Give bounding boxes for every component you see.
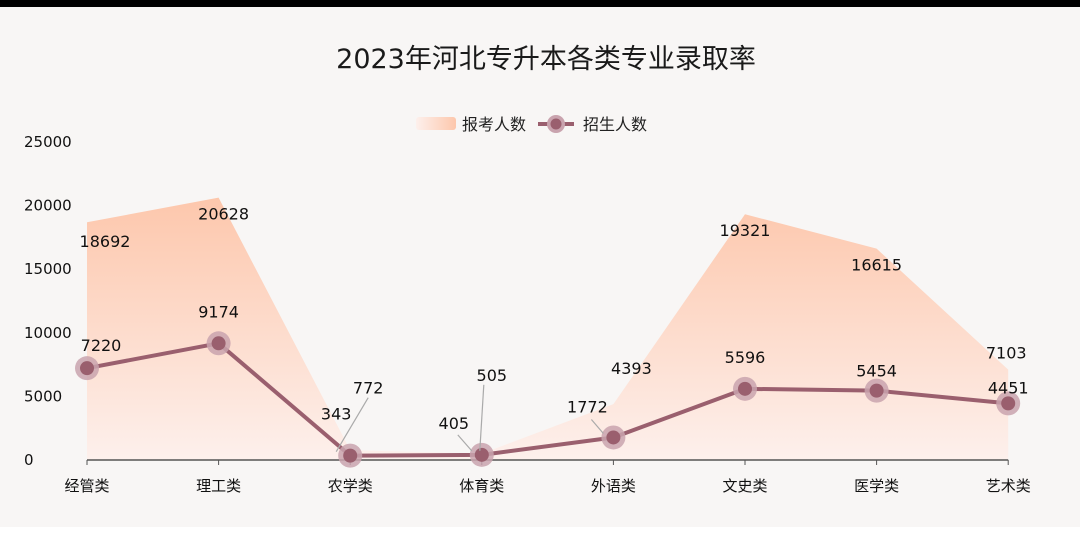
data-label-reported: 772 bbox=[353, 379, 384, 398]
area-series bbox=[87, 197, 1009, 460]
x-tick-label: 体育类 bbox=[459, 477, 504, 495]
x-axis: 经管类 理工类 农学类 体育类 外语类 文史类 医学类 艺术类 bbox=[64, 459, 1031, 495]
data-label-enrolled: 343 bbox=[321, 405, 352, 424]
y-tick-label: 10000 bbox=[24, 324, 72, 342]
area-reported-applicants bbox=[87, 197, 1009, 460]
line-point[interactable] bbox=[474, 447, 489, 462]
chart-title: 2023年河北专升本各类专业录取率 bbox=[336, 44, 756, 75]
data-label-reported: 4393 bbox=[611, 359, 652, 378]
y-tick-label: 0 bbox=[24, 451, 34, 469]
x-tick-label: 理工类 bbox=[196, 477, 241, 495]
legend[interactable]: 报考人数 招生人数 bbox=[416, 115, 647, 134]
data-labels: 18692 20628 772 505 4393 19321 16615 7103 7220 91… bbox=[80, 205, 1029, 452]
data-label-reported: 18692 bbox=[80, 232, 131, 251]
data-label-enrolled: 5454 bbox=[856, 362, 897, 381]
x-tick-label: 文史类 bbox=[722, 477, 767, 495]
line-point[interactable] bbox=[738, 381, 752, 396]
y-axis: 0 5000 10000 15000 20000 25000 bbox=[24, 133, 72, 469]
line-point[interactable] bbox=[343, 448, 358, 463]
line-point[interactable] bbox=[606, 430, 621, 445]
data-label-reported: 16615 bbox=[851, 256, 902, 275]
label-leader-line bbox=[335, 397, 369, 452]
data-label-enrolled: 7220 bbox=[81, 336, 122, 355]
line-point[interactable] bbox=[80, 361, 94, 376]
y-tick-label: 15000 bbox=[24, 260, 72, 278]
y-tick-label: 25000 bbox=[24, 133, 72, 151]
data-label-enrolled: 5596 bbox=[725, 348, 766, 367]
line-enrolled bbox=[86, 341, 1009, 458]
y-tick-label: 5000 bbox=[24, 387, 62, 405]
x-tick-label: 农学类 bbox=[328, 477, 373, 495]
x-tick-label: 经管类 bbox=[64, 477, 109, 495]
y-tick-label: 20000 bbox=[24, 197, 72, 215]
legend-label-enrolled: 招生人数 bbox=[583, 115, 647, 134]
data-label-reported: 505 bbox=[477, 366, 508, 385]
data-label-enrolled: 9174 bbox=[198, 302, 239, 321]
label-leader-line bbox=[457, 434, 473, 452]
line-series bbox=[86, 341, 1009, 458]
line-point[interactable] bbox=[869, 383, 884, 398]
data-label-reported: 7103 bbox=[986, 344, 1027, 363]
data-label-enrolled: 4451 bbox=[988, 378, 1029, 397]
line-markers bbox=[75, 331, 1021, 468]
data-label-enrolled: 405 bbox=[439, 414, 470, 433]
x-tick-label: 医学类 bbox=[854, 477, 899, 495]
data-label-enrolled: 1772 bbox=[567, 397, 608, 416]
data-label-reported: 19321 bbox=[720, 221, 771, 240]
bottom-strip bbox=[0, 527, 1080, 541]
top-bar bbox=[0, 0, 1080, 7]
x-tick-label: 艺术类 bbox=[986, 477, 1031, 495]
legend-swatch-area[interactable] bbox=[416, 117, 456, 130]
x-tick-label: 外语类 bbox=[591, 477, 636, 495]
legend-marker bbox=[550, 118, 562, 130]
data-label-reported: 20628 bbox=[198, 205, 249, 224]
label-leader-line bbox=[590, 419, 604, 434]
line-point[interactable] bbox=[1001, 396, 1016, 411]
line-point[interactable] bbox=[211, 336, 226, 351]
label-leader-line bbox=[479, 384, 485, 451]
legend-label-reported: 报考人数 bbox=[462, 115, 526, 134]
